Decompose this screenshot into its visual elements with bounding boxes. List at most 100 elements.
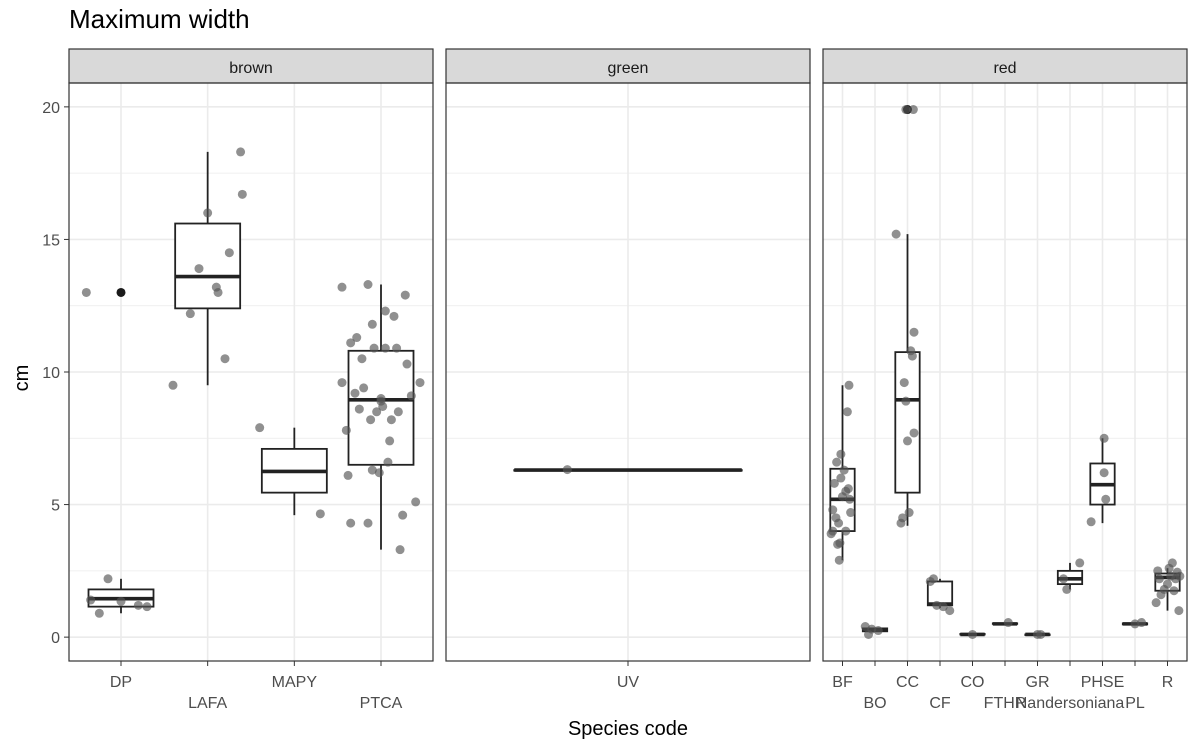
y-tick-label: 5 — [51, 498, 60, 515]
outlier-point — [116, 287, 126, 297]
x-tick-label: CF — [929, 695, 951, 712]
x-tick-label: MAPY — [272, 674, 318, 691]
data-point — [366, 415, 376, 425]
data-point — [841, 526, 851, 536]
data-point — [1075, 558, 1085, 568]
data-point — [1174, 606, 1184, 616]
data-point — [829, 478, 839, 488]
box — [174, 222, 242, 310]
data-point — [908, 105, 918, 115]
data-point — [398, 510, 408, 520]
data-point — [363, 518, 373, 528]
data-point — [832, 457, 842, 467]
data-point — [1099, 433, 1109, 443]
data-point — [1163, 579, 1172, 589]
data-point — [1169, 586, 1179, 596]
x-tick-label: PHSE — [1081, 674, 1125, 691]
chart-title: Maximum width — [69, 4, 250, 34]
x-tick-label: BF — [832, 674, 853, 691]
data-point — [899, 378, 909, 388]
data-point — [945, 606, 955, 616]
y-tick-label: 0 — [51, 630, 60, 647]
data-point — [142, 602, 152, 612]
data-point — [1137, 618, 1146, 628]
data-point — [834, 518, 844, 528]
data-point — [346, 338, 356, 348]
data-point — [909, 327, 919, 337]
x-tick-label: CO — [961, 674, 985, 691]
data-point — [909, 428, 919, 438]
data-point — [402, 359, 412, 369]
x-tick-label: PL — [1125, 695, 1145, 712]
box — [894, 351, 921, 494]
data-point — [376, 396, 386, 406]
y-tick-label: 10 — [42, 365, 60, 382]
data-point — [168, 380, 178, 390]
data-point — [1099, 468, 1109, 478]
data-point — [337, 282, 347, 292]
data-point — [842, 407, 852, 417]
data-point — [380, 306, 390, 316]
data-point — [843, 484, 853, 494]
facet-strip-label: green — [608, 60, 649, 77]
data-point — [350, 388, 360, 398]
x-tick-label: PTCA — [360, 695, 403, 712]
data-point — [844, 380, 854, 390]
x-tick-label: Nandersoniana — [1016, 695, 1125, 712]
facet-strip — [822, 48, 1188, 84]
facet-strip — [68, 48, 434, 84]
data-point — [346, 518, 356, 528]
data-point — [839, 465, 849, 475]
facet-strip-label: brown — [229, 60, 273, 77]
data-point — [220, 354, 230, 364]
data-point — [236, 147, 246, 157]
x-tick-label: UV — [617, 674, 640, 691]
data-point — [1154, 574, 1164, 584]
data-point — [1036, 629, 1046, 639]
data-point — [337, 378, 347, 388]
data-point — [357, 354, 367, 364]
data-point — [1175, 571, 1185, 581]
data-point — [834, 555, 844, 565]
data-point — [1086, 517, 1096, 527]
data-point — [904, 508, 914, 518]
data-point — [562, 465, 572, 475]
data-point — [133, 600, 143, 610]
data-point — [1167, 558, 1177, 568]
data-point — [901, 105, 911, 115]
y-tick-label: 15 — [42, 232, 60, 249]
x-tick-label: BO — [863, 695, 886, 712]
data-point — [836, 473, 846, 483]
data-point — [203, 208, 213, 218]
panel-border — [68, 82, 434, 662]
data-point — [1151, 598, 1161, 608]
data-point — [395, 545, 405, 555]
data-point — [828, 505, 838, 515]
data-point — [891, 229, 901, 239]
data-point — [845, 494, 855, 504]
data-point — [194, 264, 204, 274]
data-point — [1003, 618, 1013, 628]
x-axis-label: Species code — [568, 718, 688, 740]
data-point — [392, 343, 402, 353]
data-point — [846, 508, 856, 518]
data-point — [411, 497, 421, 507]
x-tick-label: FTHR — [984, 695, 1027, 712]
data-point — [386, 415, 396, 425]
data-point — [367, 465, 377, 475]
data-point — [968, 629, 977, 639]
data-point — [389, 311, 399, 321]
data-point — [374, 468, 384, 478]
data-point — [1153, 566, 1163, 576]
data-point — [86, 595, 96, 605]
x-tick-label: R — [1162, 674, 1174, 691]
data-point — [415, 378, 425, 388]
data-point — [367, 319, 377, 329]
data-point — [224, 248, 234, 258]
data-point — [836, 449, 846, 459]
data-point — [898, 513, 908, 523]
data-point — [94, 608, 104, 618]
data-point — [835, 538, 845, 548]
x-tick-label: CC — [896, 674, 919, 691]
